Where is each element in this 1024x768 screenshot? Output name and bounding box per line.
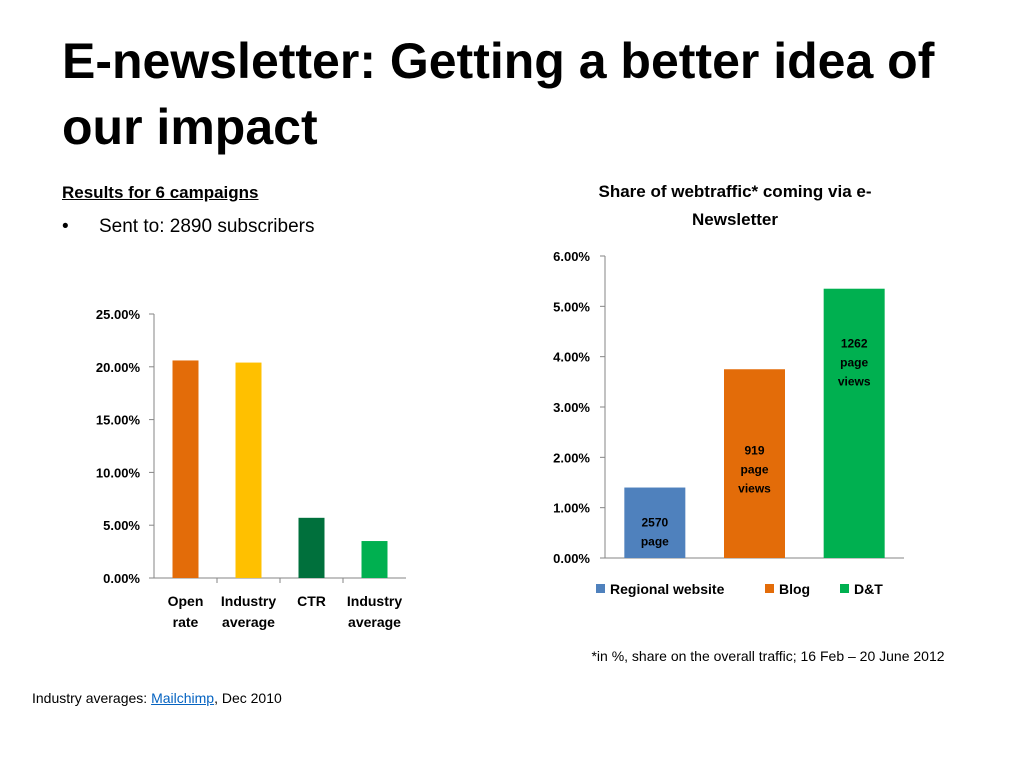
- slide-title: E-newsletter: Getting a better idea of o…: [62, 33, 935, 155]
- traffic-chart-title-line-1: Share of webtraffic* coming via e-: [598, 182, 872, 201]
- bar: [235, 362, 262, 578]
- bar-data-label: page: [840, 355, 868, 369]
- bar: [823, 288, 885, 558]
- y-tick-label: 25.00%: [96, 307, 141, 322]
- source-prefix: Industry averages:: [32, 690, 152, 706]
- x-category-label: rate: [173, 614, 199, 630]
- bar: [361, 541, 388, 578]
- bar-data-label: 919: [744, 444, 764, 458]
- x-category-label: CTR: [297, 593, 326, 609]
- bar: [172, 360, 199, 578]
- y-tick-label: 1.00%: [553, 501, 590, 516]
- y-tick-label: 15.00%: [96, 413, 141, 428]
- source-suffix: , Dec 2010: [214, 690, 282, 706]
- y-tick-label: 2.00%: [553, 450, 590, 465]
- y-tick-label: 0.00%: [103, 571, 140, 586]
- x-category-label: average: [348, 614, 401, 630]
- bar-data-label: 1262: [841, 336, 868, 350]
- mailchimp-link[interactable]: Mailchimp: [151, 690, 215, 706]
- bar-data-label: page: [740, 463, 768, 477]
- bar-data-label: views: [838, 374, 871, 388]
- y-tick-label: 0.00%: [553, 551, 590, 566]
- y-tick-label: 4.00%: [553, 350, 590, 365]
- bar: [298, 517, 325, 578]
- results-heading: Results for 6 campaigns: [62, 183, 259, 202]
- x-category-label: Industry: [347, 593, 402, 609]
- footnote: *in %, share on the overall traffic; 16 …: [591, 648, 945, 664]
- legend-label: Blog: [779, 581, 810, 597]
- legend-label: D&T: [854, 581, 883, 597]
- bullet-marker: •: [62, 216, 69, 237]
- bar-data-label: 2570: [641, 515, 668, 529]
- traffic-chart-title-line-2: Newsletter: [692, 210, 778, 229]
- y-tick-label: 5.00%: [553, 299, 590, 314]
- x-category-label: Industry: [221, 593, 276, 609]
- legend-swatch: [765, 584, 774, 593]
- y-tick-label: 10.00%: [96, 465, 141, 480]
- legend-swatch: [840, 584, 849, 593]
- legend-label: Regional website: [610, 581, 725, 597]
- x-category-label: average: [222, 614, 275, 630]
- y-tick-label: 3.00%: [553, 400, 590, 415]
- y-tick-label: 5.00%: [103, 518, 140, 533]
- bar-data-label: views: [738, 482, 771, 496]
- bar-data-label: page: [641, 534, 669, 548]
- source-note: Industry averages: Mailchimp, Dec 2010: [32, 690, 282, 706]
- traffic-chart-title: Share of webtraffic* coming via e- Newsl…: [540, 178, 930, 234]
- bullet-text: Sent to: 2890 subscribers: [99, 216, 315, 237]
- x-category-label: Open: [168, 593, 204, 609]
- bar: [624, 487, 686, 558]
- y-tick-label: 20.00%: [96, 360, 141, 375]
- y-tick-label: 6.00%: [553, 249, 590, 264]
- legend-swatch: [596, 584, 605, 593]
- bar: [724, 369, 785, 558]
